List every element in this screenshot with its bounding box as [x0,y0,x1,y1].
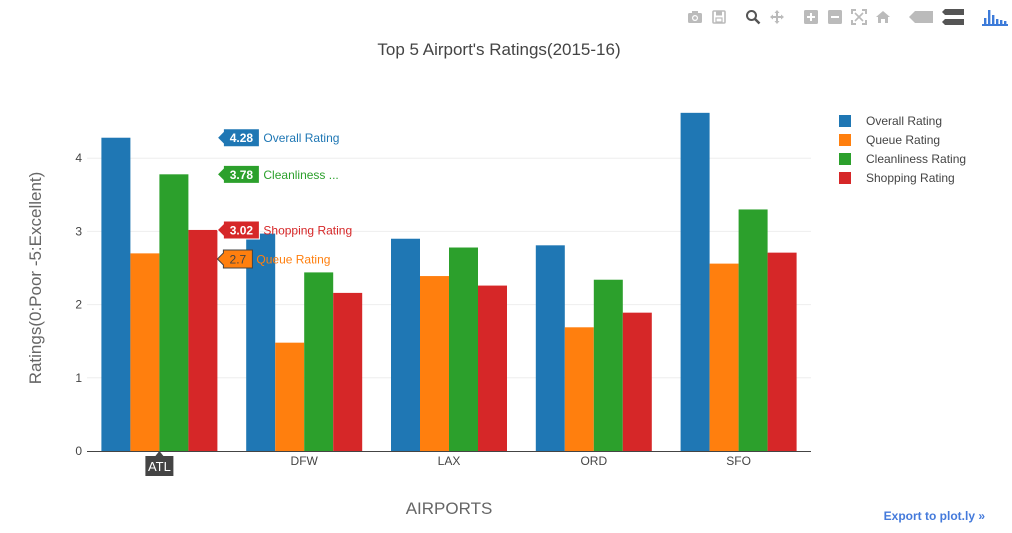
bar-sfo-overall-rating[interactable] [680,112,710,451]
bar-dfw-queue-rating[interactable] [275,342,305,451]
zoom-icon[interactable] [744,8,762,26]
y-tick-label: 1 [75,371,82,385]
x-tick-label: ATL [148,459,171,474]
svg-text:2.7: 2.7 [230,253,247,267]
bar-atl-shopping-rating[interactable] [188,229,218,451]
bar-atl-queue-rating[interactable] [130,253,160,451]
legend-label: Cleanliness Rating [866,151,967,166]
x-tick-label: ORD [580,454,607,468]
bar-ord-queue-rating[interactable] [564,327,594,451]
hover-tooltip-queue-rating: 2.7 Queue Rating [216,249,330,269]
svg-text:Overall Rating: Overall Rating [263,131,339,145]
x-tick-label: SFO [726,454,751,468]
y-tick-labels: 0 1 2 3 4 [75,151,82,458]
legend-swatch [839,171,851,184]
hover-closest-icon[interactable] [908,8,934,26]
x-tick-labels: ATL DFW LAX ORD SFO [145,451,751,476]
plotly-logo-icon[interactable] [982,8,1008,26]
x-tick-label: DFW [291,454,319,468]
bar-ord-overall-rating[interactable] [535,245,565,451]
legend-label: Shopping Rating [866,170,955,185]
legend-swatch [839,133,851,146]
x-tick-label: LAX [438,454,461,468]
bar-lax-queue-rating[interactable] [420,276,449,451]
save-icon[interactable] [710,8,728,26]
bar-dfw-cleanliness-rating[interactable] [304,272,334,451]
y-tick-label: 0 [75,444,82,458]
svg-text:3.02: 3.02 [230,223,254,237]
bar-dfw-overall-rating[interactable] [246,233,276,451]
chart-title: Top 5 Airport's Ratings(2015-16) [377,40,620,59]
hover-tooltip-cleanliness-rating: 3.78 Cleanliness ... [216,164,339,184]
legend-label: Overall Rating [866,113,943,128]
bar-dfw-shopping-rating[interactable] [333,292,363,451]
x-axis-title: AIRPORTS [406,499,493,518]
bar-lax-shopping-rating[interactable] [478,285,507,451]
legend-item-overall-rating[interactable]: Overall Rating [839,111,966,130]
y-tick-label: 2 [75,298,82,312]
svg-text:3.78: 3.78 [230,168,254,182]
svg-text:Shopping Rating: Shopping Rating [263,223,352,237]
legend: Overall Rating Queue Rating Cleanliness Ra… [839,111,966,187]
x-hover-label-pointer [155,451,164,456]
x-hover-label-box [145,456,174,476]
y-tick-label: 3 [75,224,82,238]
hover-tooltip-shopping-rating: 3.02 Shopping Rating [216,220,352,240]
zoom-out-icon[interactable] [826,8,844,26]
legend-swatch [839,152,851,165]
export-to-plotly-link[interactable]: Export to plot.ly » [883,509,985,523]
legend-label: Queue Rating [866,132,941,147]
legend-item-shopping-rating[interactable]: Shopping Rating [839,168,966,187]
bar-sfo-cleanliness-rating[interactable] [738,209,768,451]
zoom-in-icon[interactable] [802,8,820,26]
y-tick-label: 4 [75,151,82,165]
bar-ord-cleanliness-rating[interactable] [593,279,623,451]
bar-lax-cleanliness-rating[interactable] [449,247,478,451]
home-icon[interactable] [874,8,892,26]
hover-tooltip-overall-rating: 4.28 Overall Rating [216,128,339,148]
svg-text:Cleanliness ...: Cleanliness ... [263,168,338,182]
modebar [686,8,1012,26]
camera-icon[interactable] [686,8,704,26]
hover-compare-icon[interactable] [940,8,966,26]
legend-item-cleanliness-rating[interactable]: Cleanliness Rating [839,149,966,168]
svg-text:Queue Rating: Queue Rating [256,253,330,267]
bar-sfo-queue-rating[interactable] [709,263,739,451]
bar-lax-overall-rating[interactable] [391,238,420,451]
y-axis-title: Ratings(0:Poor -5:Excellent) [26,172,45,385]
bar-atl-overall-rating[interactable] [101,137,131,451]
pan-icon[interactable] [768,8,786,26]
bars [101,112,797,451]
bar-ord-shopping-rating[interactable] [622,312,652,451]
legend-item-queue-rating[interactable]: Queue Rating [839,130,966,149]
svg-text:4.28: 4.28 [230,131,254,145]
bar-atl-cleanliness-rating[interactable] [159,174,189,451]
legend-swatch [839,114,851,127]
hover-tooltips: 4.28 Overall Rating 3.78 Cleanliness ... 3.0… [216,128,352,269]
autoscale-icon[interactable] [850,8,868,26]
bar-sfo-shopping-rating[interactable] [767,252,797,451]
